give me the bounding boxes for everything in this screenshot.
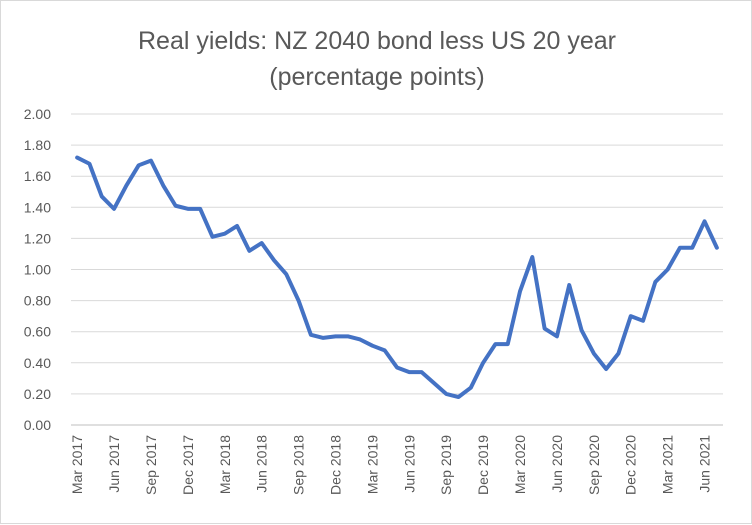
data-point: [137, 163, 141, 167]
data-point: [469, 386, 473, 390]
data-point: [297, 299, 301, 303]
y-axis: 0.00 0.20 0.40 0.60 0.80 1.00 1.20 1.40 1.60 1.80…: [24, 106, 51, 433]
data-point: [407, 370, 411, 374]
data-point: [703, 219, 707, 223]
y-tick-label: 0.40: [24, 355, 51, 371]
data-point: [530, 255, 534, 259]
x-tick-label: Jun 2017: [106, 435, 122, 493]
data-point: [690, 246, 694, 250]
data-point: [358, 337, 362, 341]
x-tick-label: Jun 2018: [254, 435, 270, 493]
data-point: [555, 334, 559, 338]
data-point: [678, 246, 682, 250]
data-point: [383, 348, 387, 352]
data-point: [506, 342, 510, 346]
x-tick-label: Sep 2017: [143, 435, 159, 495]
y-tick-label: 1.20: [24, 230, 51, 246]
data-point: [493, 342, 497, 346]
y-tick-label: 1.40: [24, 199, 51, 215]
y-tick-label: 0.60: [24, 324, 51, 340]
chart-title: Real yields: NZ 2040 bond less US 20 yea…: [1, 23, 752, 95]
data-point: [457, 395, 461, 399]
data-point: [247, 249, 251, 253]
chart-title-line: Real yields: NZ 2040 bond less US 20 yea…: [137, 27, 617, 55]
y-tick-label: 0.80: [24, 293, 51, 309]
data-point: [395, 365, 399, 369]
data-point: [333, 334, 337, 338]
data-point: [420, 370, 424, 374]
series-line: [75, 155, 719, 400]
x-tick-label: Sep 2019: [438, 435, 454, 495]
data-point: [666, 268, 670, 272]
x-tick-label: Jun 2019: [401, 435, 417, 493]
data-point: [161, 184, 165, 188]
data-point: [629, 314, 633, 318]
data-point: [124, 184, 128, 188]
data-point: [346, 334, 350, 338]
data-point: [653, 280, 657, 284]
data-point: [198, 207, 202, 211]
data-point: [223, 232, 227, 236]
data-point: [235, 224, 239, 228]
x-tick-label: Mar 2019: [364, 435, 380, 494]
data-point: [543, 327, 547, 331]
data-point: [321, 336, 325, 340]
x-tick-label: Dec 2018: [327, 435, 343, 495]
gridlines: [71, 113, 723, 426]
x-tick-label: Sep 2018: [291, 435, 307, 495]
x-tick-label: Jun 2021: [697, 435, 713, 493]
y-tick-label: 1.80: [24, 137, 51, 153]
x-tick-label: Mar 2018: [217, 435, 233, 494]
data-point: [370, 344, 374, 348]
x-tick-label: Jun 2020: [549, 435, 565, 493]
y-tick-label: 1.60: [24, 168, 51, 184]
y-tick-label: 0.00: [24, 417, 51, 433]
data-point: [481, 361, 485, 365]
x-tick-label: Dec 2019: [475, 435, 491, 495]
data-point: [210, 235, 214, 239]
data-point: [272, 258, 276, 262]
data-point: [604, 367, 608, 371]
y-tick-label: 1.00: [24, 262, 51, 278]
x-tick-label: Mar 2017: [69, 435, 85, 494]
data-point: [75, 156, 79, 160]
data-point: [444, 392, 448, 396]
series-group: [75, 155, 719, 400]
data-point: [149, 159, 153, 163]
x-tick-label: Dec 2020: [623, 435, 639, 495]
data-point: [518, 289, 522, 293]
data-point: [592, 351, 596, 355]
data-point: [616, 351, 620, 355]
data-point: [186, 207, 190, 211]
x-tick-label: Mar 2021: [660, 435, 676, 494]
data-point: [87, 162, 91, 166]
y-tick-label: 2.00: [24, 106, 51, 122]
data-point: [715, 246, 719, 250]
data-point: [174, 204, 178, 208]
data-point: [309, 333, 313, 337]
data-point: [641, 319, 645, 323]
data-point: [112, 207, 116, 211]
y-tick-label: 0.20: [24, 386, 51, 402]
data-point: [567, 283, 571, 287]
chart-subtitle: (percentage points): [269, 63, 485, 91]
x-axis: Mar 2017 Jun 2017 Sep 2017 Dec 2017 Mar 2018…: [69, 435, 712, 495]
x-tick-label: Mar 2020: [512, 435, 528, 494]
data-point: [100, 194, 104, 198]
data-point: [580, 328, 584, 332]
data-point: [432, 381, 436, 385]
data-point: [284, 272, 288, 276]
x-tick-label: Sep 2020: [586, 435, 602, 495]
data-point: [260, 241, 264, 245]
x-tick-label: Dec 2017: [180, 435, 196, 495]
